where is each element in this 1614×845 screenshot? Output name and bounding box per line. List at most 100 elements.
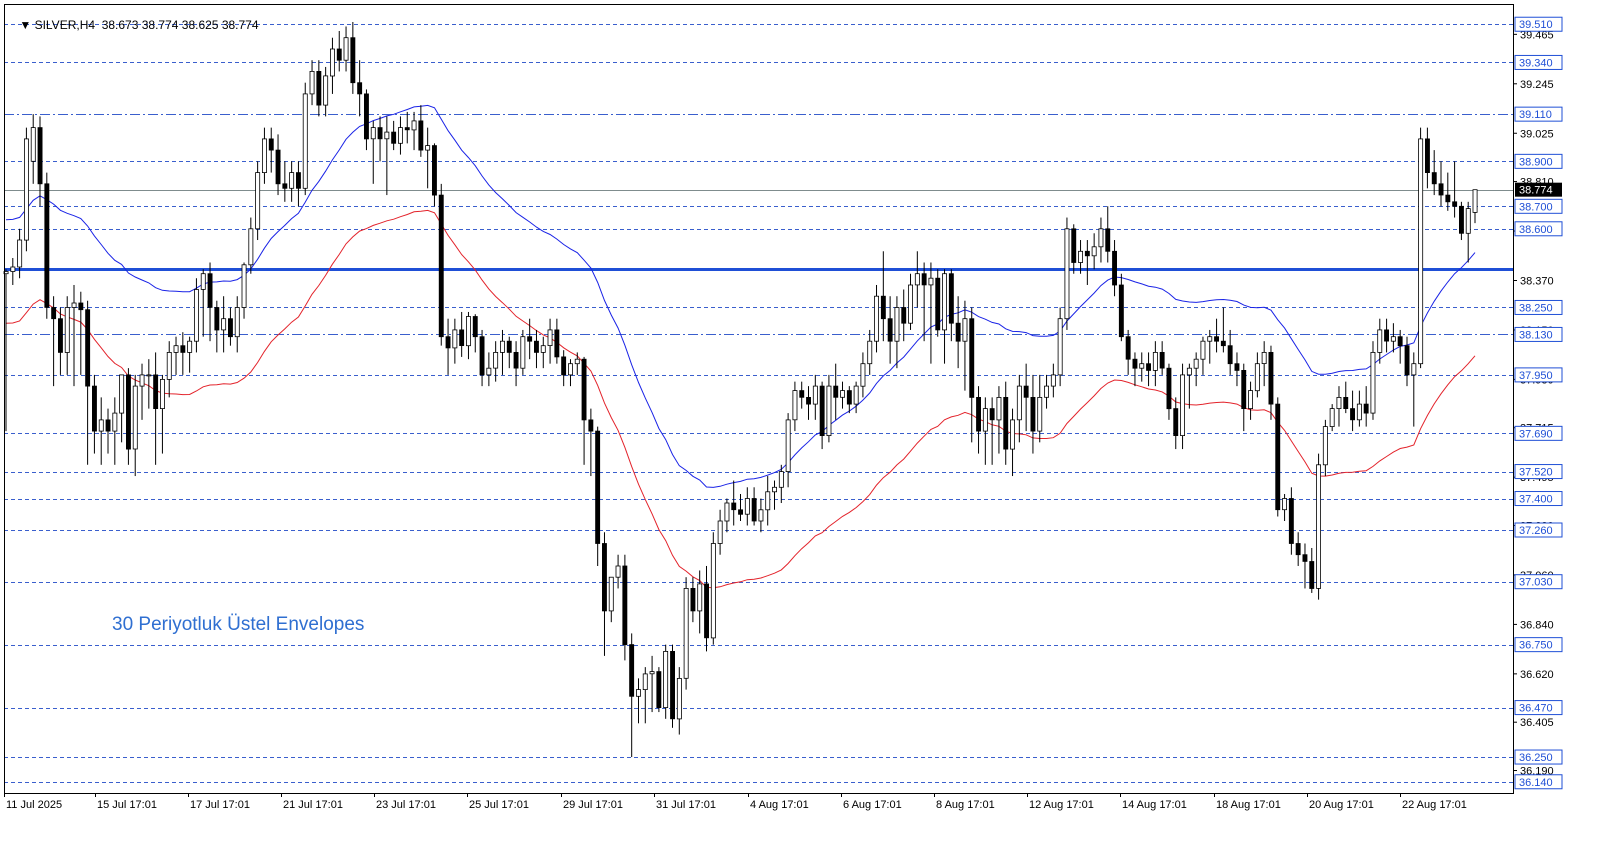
candle <box>1016 374 1022 443</box>
candle-body <box>1322 426 1328 466</box>
candle-body <box>1384 329 1389 342</box>
candle-body <box>840 390 845 398</box>
x-tick-label: 22 Aug 17:01 <box>1402 799 1467 811</box>
candle-body <box>1071 228 1077 263</box>
candle-body <box>812 385 818 405</box>
candle <box>676 667 682 735</box>
x-tick-label: 21 Jul 17:01 <box>283 799 343 811</box>
candle-body <box>751 498 757 522</box>
candle <box>1003 381 1009 465</box>
candle-body <box>574 358 580 365</box>
candle <box>465 311 471 360</box>
candle <box>30 114 36 184</box>
candle-body <box>1390 336 1396 342</box>
candle-body <box>1309 561 1315 589</box>
candle <box>874 284 879 353</box>
candle <box>173 336 179 375</box>
chart-header[interactable]: ▼ SILVER,H4 38.673 38.774 38.625 38.774 <box>6 4 258 46</box>
level-label: 38.900 <box>1519 156 1553 168</box>
candle-body <box>921 273 927 286</box>
candle <box>493 341 499 382</box>
candle-body <box>1200 340 1206 360</box>
candle <box>64 296 70 375</box>
candle-body <box>1261 351 1267 364</box>
candle-body <box>146 374 152 377</box>
level-label-box <box>1514 574 1563 590</box>
candle-body <box>452 329 458 349</box>
candle <box>275 134 281 196</box>
candle <box>316 60 322 117</box>
candle <box>166 341 172 398</box>
candle <box>323 66 329 117</box>
candle-body <box>431 145 437 196</box>
candle-body <box>1411 363 1417 376</box>
candle <box>1234 352 1240 387</box>
candle-body <box>316 71 322 106</box>
candle-body <box>1139 363 1145 369</box>
level-label: 37.030 <box>1519 577 1553 589</box>
level-label: 39.510 <box>1519 19 1553 31</box>
candle-body <box>568 363 573 376</box>
candle-body <box>928 277 934 286</box>
candle-body <box>1343 396 1349 409</box>
candle-body <box>520 336 526 369</box>
candle-body <box>241 264 247 308</box>
candle <box>139 363 145 420</box>
candle-body <box>962 318 968 342</box>
candle-body <box>581 358 587 421</box>
candle <box>146 359 152 409</box>
candle <box>234 296 240 353</box>
candle <box>71 284 77 387</box>
candle <box>1071 224 1077 274</box>
candle-body <box>785 419 791 472</box>
candle-body <box>418 120 424 151</box>
candle <box>724 498 730 533</box>
candle <box>10 258 16 285</box>
candle-body <box>1118 284 1124 338</box>
candle-body <box>1159 351 1165 369</box>
level-label: 38.250 <box>1519 302 1553 314</box>
candle-body <box>486 367 492 376</box>
x-tick-label: 17 Jul 17:01 <box>190 799 250 811</box>
candle <box>1390 323 1396 353</box>
candle-body <box>656 671 662 708</box>
candle <box>17 228 23 279</box>
candle-body <box>459 329 465 346</box>
candle <box>1248 381 1253 420</box>
x-tick-label: 23 Jul 17:01 <box>376 799 436 811</box>
candle <box>343 26 349 72</box>
level-label-box <box>1514 16 1563 32</box>
candle-body <box>1288 498 1294 544</box>
candle-body <box>901 307 907 324</box>
candle <box>568 359 573 387</box>
candle <box>282 161 288 202</box>
candle-body <box>1418 138 1424 365</box>
candle-body <box>683 588 689 679</box>
candle-body <box>1227 345 1233 365</box>
candle <box>384 116 390 196</box>
candle-body <box>561 356 567 376</box>
candle <box>833 363 839 420</box>
y-tick-label: 38.370 <box>1520 275 1554 287</box>
candle-body <box>649 671 655 675</box>
candle-body <box>10 266 16 272</box>
candle <box>431 143 437 207</box>
candle <box>1425 127 1430 189</box>
candle-body <box>404 127 410 131</box>
candle <box>132 374 138 477</box>
candle-body <box>1425 138 1430 173</box>
candle-body <box>1472 189 1478 213</box>
collapse-triangle-icon[interactable]: ▼ <box>19 18 35 32</box>
candle <box>363 89 369 151</box>
candle <box>1295 532 1301 566</box>
level-label-box <box>1514 491 1563 507</box>
candle <box>1159 341 1165 375</box>
candle <box>812 374 818 420</box>
candle <box>92 374 97 454</box>
candle-body <box>547 329 553 346</box>
candle <box>717 509 723 555</box>
candle-body <box>207 273 213 308</box>
x-tick-label: 15 Jul 17:01 <box>97 799 157 811</box>
level-label: 37.260 <box>1519 525 1553 537</box>
